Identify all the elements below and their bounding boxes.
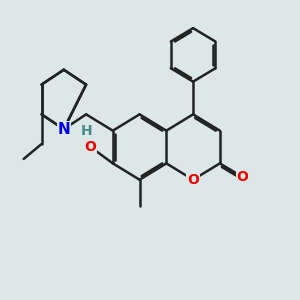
Text: O: O: [85, 140, 97, 154]
Text: N: N: [57, 122, 70, 137]
Text: O: O: [187, 173, 199, 187]
Text: O: O: [236, 170, 248, 184]
Text: H: H: [80, 124, 92, 138]
